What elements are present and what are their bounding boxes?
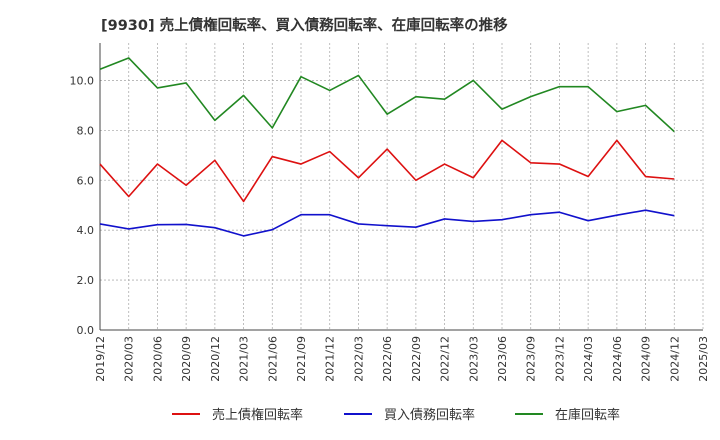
x-tick-label: 2022/03: [352, 336, 365, 382]
y-tick-label: 4.0: [77, 224, 95, 237]
y-tick-label: 6.0: [77, 174, 95, 187]
x-tick-label: 2019/12: [94, 336, 107, 382]
x-tick-label: 2022/06: [381, 336, 394, 382]
x-tick-label: 2022/12: [439, 336, 452, 382]
series-line-1: [99, 139, 675, 203]
x-tick-label: 2023/09: [525, 336, 538, 382]
legend-label: 買入債務回転率: [384, 407, 475, 423]
legend: 売上債権回転率 買入債務回転率 在庫回転率: [172, 407, 620, 423]
x-tick-label: 2021/09: [295, 336, 308, 382]
y-tick-label: 10.0: [70, 74, 95, 87]
x-tick-label: 2025/03: [697, 336, 710, 382]
x-tick-label: 2020/12: [209, 336, 222, 382]
x-tick-label: 2023/06: [496, 336, 509, 382]
grid: [99, 43, 704, 331]
series-line-2: [99, 209, 675, 237]
x-tick-label: 2020/03: [123, 336, 136, 382]
series-lines: [99, 57, 675, 237]
x-tick-label: 2024/06: [611, 336, 624, 382]
x-tick-label: 2021/03: [238, 336, 251, 382]
x-tick-label: 2022/09: [410, 336, 423, 382]
legend-label: 在庫回転率: [555, 407, 620, 423]
x-tick-label: 2023/03: [467, 336, 480, 382]
x-tick-label: 2024/03: [582, 336, 595, 382]
x-tick-label: 2021/06: [266, 336, 279, 382]
y-tick-label: 0.0: [77, 324, 95, 337]
y-tick-label: 2.0: [77, 274, 95, 287]
x-tick-label: 2021/12: [324, 336, 337, 382]
x-tick-label: 2024/09: [640, 336, 653, 382]
chart-title: [9930] 売上債権回転率、買入債務回転率、在庫回転率の推移: [101, 18, 508, 34]
x-tick-label: 2023/12: [553, 336, 566, 382]
legend-label: 売上債権回転率: [212, 407, 303, 423]
x-tick-label: 2020/06: [151, 336, 164, 382]
x-tick-label: 2020/09: [180, 336, 193, 382]
y-tick-label: 8.0: [77, 124, 95, 137]
x-tick-label: 2024/12: [668, 336, 681, 382]
axes: 0.0 2.0 4.0 6.0 8.0 10.0 2019/12 2020/03 2020/06…: [70, 43, 710, 382]
series-line-3: [99, 57, 675, 133]
